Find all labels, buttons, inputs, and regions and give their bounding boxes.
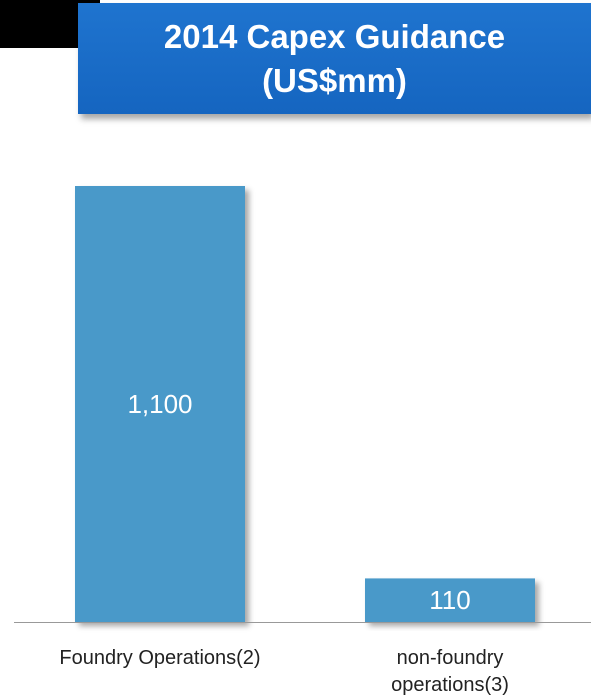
bar-0 bbox=[75, 186, 245, 622]
chart-title: 2014 Capex Guidance (US$mm) bbox=[163, 17, 506, 99]
category-label-0: Foundry Operations(2) bbox=[59, 647, 260, 669]
title-banner: 2014 Capex Guidance (US$mm) bbox=[78, 3, 591, 114]
category-label-1: non-foundry operations(3) bbox=[391, 647, 509, 696]
bar-value-label-0: 1,100 bbox=[127, 389, 192, 419]
bar-value-label-1: 110 bbox=[429, 585, 470, 615]
bar-1 bbox=[365, 578, 535, 622]
